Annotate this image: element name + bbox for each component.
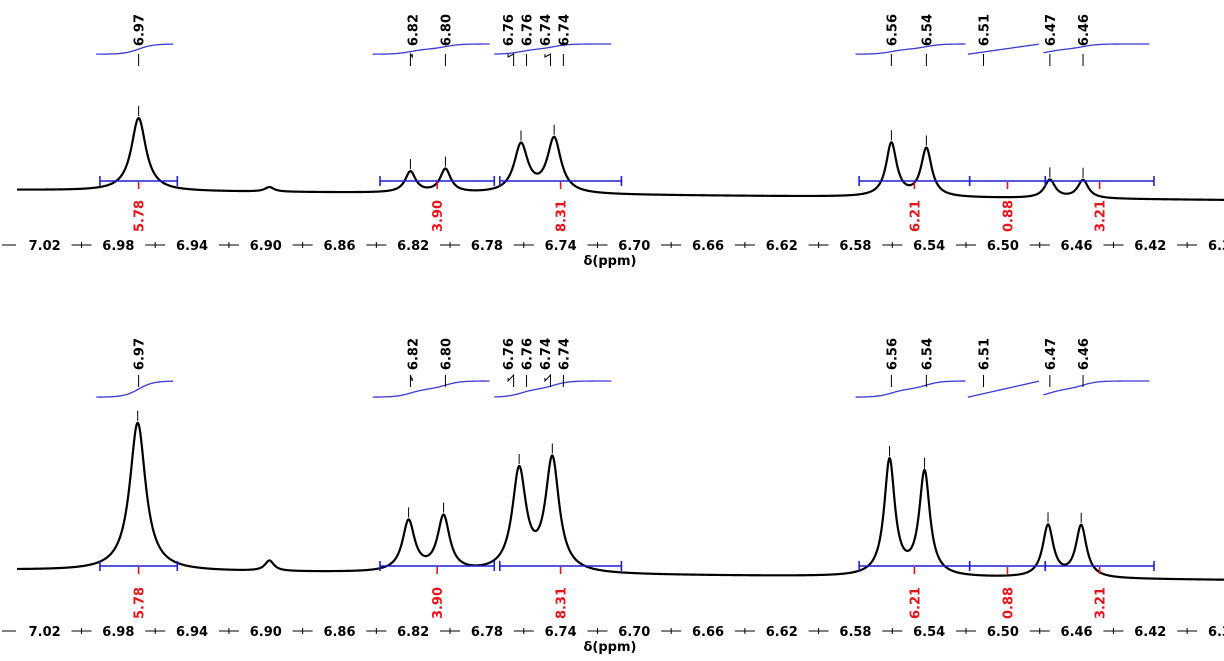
x-tick-label: 6.50: [987, 239, 1019, 254]
x-tick-label: 6.82: [397, 239, 429, 254]
x-tick-label: 6.58: [839, 239, 871, 254]
integral-curve: [494, 380, 612, 398]
integral-curve: [494, 43, 612, 55]
x-tick-label: 7.02: [29, 625, 61, 640]
x-tick-label: 6.54: [913, 625, 945, 640]
integral-value-label: 5.78: [133, 587, 148, 619]
peak-shift-label: 6.51: [978, 338, 993, 370]
x-tick-label: 6.46: [1061, 239, 1093, 254]
spectrum-panel-bottom: 5.78 3.90 8.31 6.21 0.88 3.21 6.97 6.82 6.80 6.76…: [2, 338, 1224, 655]
x-tick-label: 6.94: [176, 625, 208, 640]
x-tick-label: 6.90: [250, 625, 282, 640]
x-tick-label: 6.58: [839, 625, 871, 640]
integral-curve: [1043, 380, 1150, 396]
x-tick-label: 6.42: [1134, 625, 1166, 640]
integral-value-label: 6.21: [908, 587, 923, 619]
x-tick-label: 6.78: [471, 625, 503, 640]
integral-curve: [372, 380, 490, 398]
integral-curve: [96, 43, 174, 55]
peak-shift-label: 6.47: [1044, 338, 1059, 370]
peak-shift-label: 6.54: [920, 338, 935, 370]
integral-curve: [96, 380, 174, 398]
integral-value-label: 3.21: [1094, 200, 1109, 232]
spectrum-line: [17, 116, 1224, 201]
integral-curve: [855, 380, 966, 398]
peak-shift-label: 6.46: [1077, 14, 1092, 46]
x-tick-label: 6.66: [692, 625, 724, 640]
peak-shift-label: 6.76: [502, 14, 517, 46]
x-tick-label: 6.54: [913, 239, 945, 254]
peak-shift-label: 6.74: [539, 14, 554, 46]
peak-shift-label: 6.51: [978, 14, 993, 46]
peak-label-pointer: [507, 373, 515, 387]
spectrum-panel-top: 5.78 3.90 8.31 6.21 0.88 3.21 6.97 6.82 6.80 6.76…: [2, 14, 1224, 269]
peak-label-pointer: [409, 374, 413, 387]
spectrum-line: [17, 421, 1224, 581]
peak-shift-label: 6.76: [521, 338, 536, 370]
peak-shift-label: 6.82: [406, 338, 421, 370]
x-tick-label: 6.98: [102, 239, 134, 254]
integral-curve: [372, 43, 490, 55]
x-tick-label: 6.62: [766, 239, 798, 254]
integral-value-label: 5.78: [133, 200, 148, 232]
x-tick-label: 6.62: [766, 625, 798, 640]
peak-shift-label: 6.80: [439, 14, 454, 46]
x-tick-label: 6.70: [618, 239, 650, 254]
integral-curve: [1043, 43, 1150, 54]
integral-curve: [855, 43, 966, 55]
x-tick-label: 7.02: [29, 239, 61, 254]
x-tick-label: 6.70: [618, 625, 650, 640]
x-tick-label: 6.86: [323, 239, 355, 254]
peak-label-pointer: [409, 52, 413, 66]
peak-shift-label: 6.74: [539, 338, 554, 370]
x-tick-label: 6.74: [545, 625, 577, 640]
x-tick-label: 6.82: [397, 625, 429, 640]
x-tick-label: 6.78: [471, 239, 503, 254]
x-tick-label: 6.38: [1208, 625, 1224, 640]
integral-value-label: 3.90: [431, 200, 446, 232]
x-axis-title: δ(ppm): [584, 640, 637, 655]
integral-value-label: 0.88: [1001, 200, 1016, 232]
peak-label-pointer: [507, 53, 515, 66]
integral-value-label: 0.88: [1001, 587, 1016, 619]
x-tick-label: 6.42: [1134, 239, 1166, 254]
integral-value-label: 3.21: [1094, 587, 1109, 619]
x-tick-label: 6.98: [102, 625, 134, 640]
peak-shift-label: 6.56: [885, 338, 900, 370]
peak-shift-label: 6.74: [557, 338, 572, 370]
peak-shift-label: 6.56: [885, 14, 900, 46]
x-tick-label: 6.90: [250, 239, 282, 254]
peak-shift-label: 6.47: [1044, 14, 1059, 46]
peak-shift-label: 6.76: [502, 338, 517, 370]
peak-shift-label: 6.46: [1077, 338, 1092, 370]
integral-curve: [967, 380, 1040, 398]
peak-shift-label: 6.97: [133, 338, 148, 370]
peak-shift-label: 6.76: [521, 14, 536, 46]
integral-value-label: 3.90: [431, 587, 446, 619]
peak-shift-label: 6.54: [920, 14, 935, 46]
x-tick-label: 6.74: [545, 239, 577, 254]
peak-shift-label: 6.82: [406, 14, 421, 46]
x-tick-label: 6.38: [1208, 239, 1224, 254]
x-tick-label: 6.94: [176, 239, 208, 254]
integral-value-label: 8.31: [555, 587, 570, 619]
peak-label-pointer: [544, 53, 551, 66]
integral-value-label: 6.21: [908, 200, 923, 232]
peak-shift-label: 6.80: [439, 338, 454, 370]
peak-label-pointer: [544, 373, 551, 387]
x-tick-label: 6.66: [692, 239, 724, 254]
x-tick-label: 6.86: [323, 625, 355, 640]
x-axis-title: δ(ppm): [584, 254, 637, 269]
integral-curve: [967, 43, 1039, 55]
peak-shift-label: 6.74: [557, 14, 572, 46]
x-tick-label: 6.50: [987, 625, 1019, 640]
integral-value-label: 8.31: [555, 200, 570, 232]
x-tick-label: 6.46: [1061, 625, 1093, 640]
peak-shift-label: 6.97: [133, 14, 148, 46]
